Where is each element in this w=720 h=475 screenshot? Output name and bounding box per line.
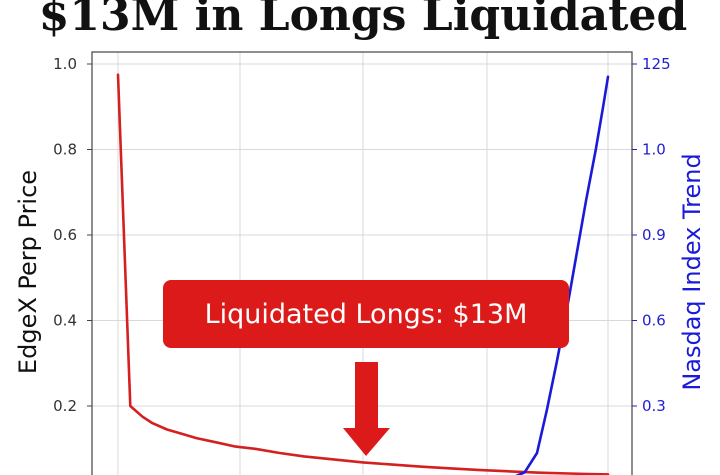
annotation-arrow [343,362,390,456]
annotation: Liquidated Longs: $13M [163,280,569,456]
chart-title: $13M in Longs Liquidated [39,0,688,41]
left-tick-label: 0.4 [53,312,77,330]
right-axis-ticks: 125 1.0 0.9 0.6 0.3 [632,55,671,415]
annotation-box [163,280,569,348]
edgex-price-line [116,73,610,475]
right-tick-label: 0.3 [642,397,666,415]
right-tick-label: 0.9 [642,226,666,244]
y-axis-label: EdgeX Perp Price [14,170,42,374]
left-tick-label: 0.6 [53,226,77,244]
right-tick-label: 125 [642,55,671,73]
right-tick-label: 0.6 [642,312,666,330]
nasdaq-trend-line [515,75,610,475]
left-tick-label: 1.0 [53,55,77,73]
left-tick-label: 0.2 [53,397,77,415]
annotation-label: Liquidated Longs: $13M [205,299,528,330]
plot-border [91,51,633,475]
right-tick-label: 1.0 [642,141,666,159]
left-tick-label: 0.8 [53,141,77,159]
left-axis-ticks: 1.0 0.8 0.6 0.4 0.2 [53,55,92,415]
y2-axis-label: Nasdaq Index Trend [678,153,706,390]
